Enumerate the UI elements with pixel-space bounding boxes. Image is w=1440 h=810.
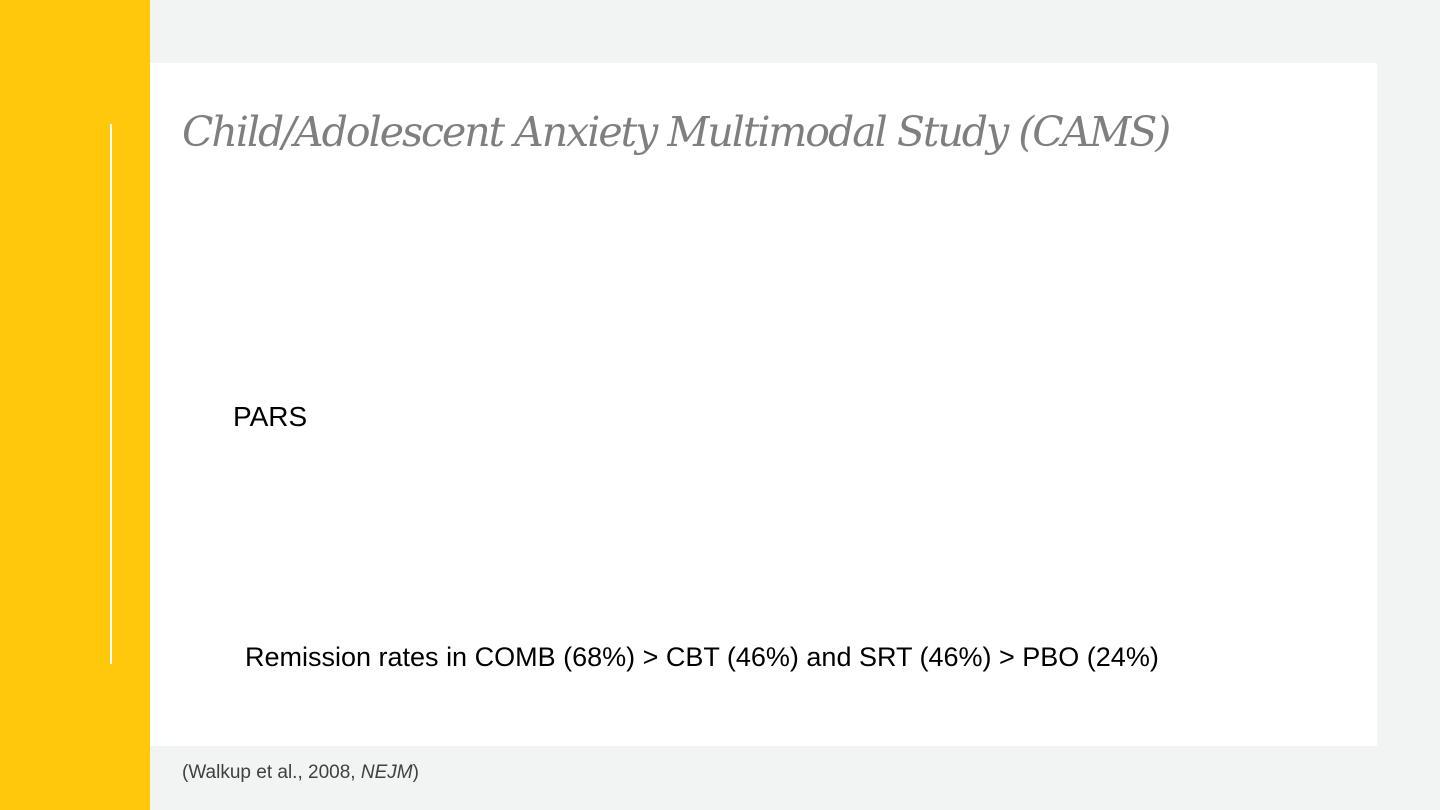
slide-title: Child/Adolescent Anxiety Multimodal Stud… — [182, 108, 1171, 156]
remission-rates-text: Remission rates in COMB (68%) > CBT (46%… — [245, 642, 1159, 672]
citation: (Walkup et al., 2008, NEJM) — [182, 762, 419, 784]
measure-label: PARS — [233, 401, 308, 432]
citation-journal: NEJM — [360, 762, 413, 783]
citation-authors-year: Walkup et al., 2008, — [188, 762, 361, 783]
accent-sidebar — [0, 0, 150, 810]
citation-close-paren: ) — [412, 762, 419, 783]
accent-divider-line — [110, 124, 112, 664]
citation-open-paren: ( — [182, 762, 189, 783]
content-panel — [150, 63, 1377, 746]
